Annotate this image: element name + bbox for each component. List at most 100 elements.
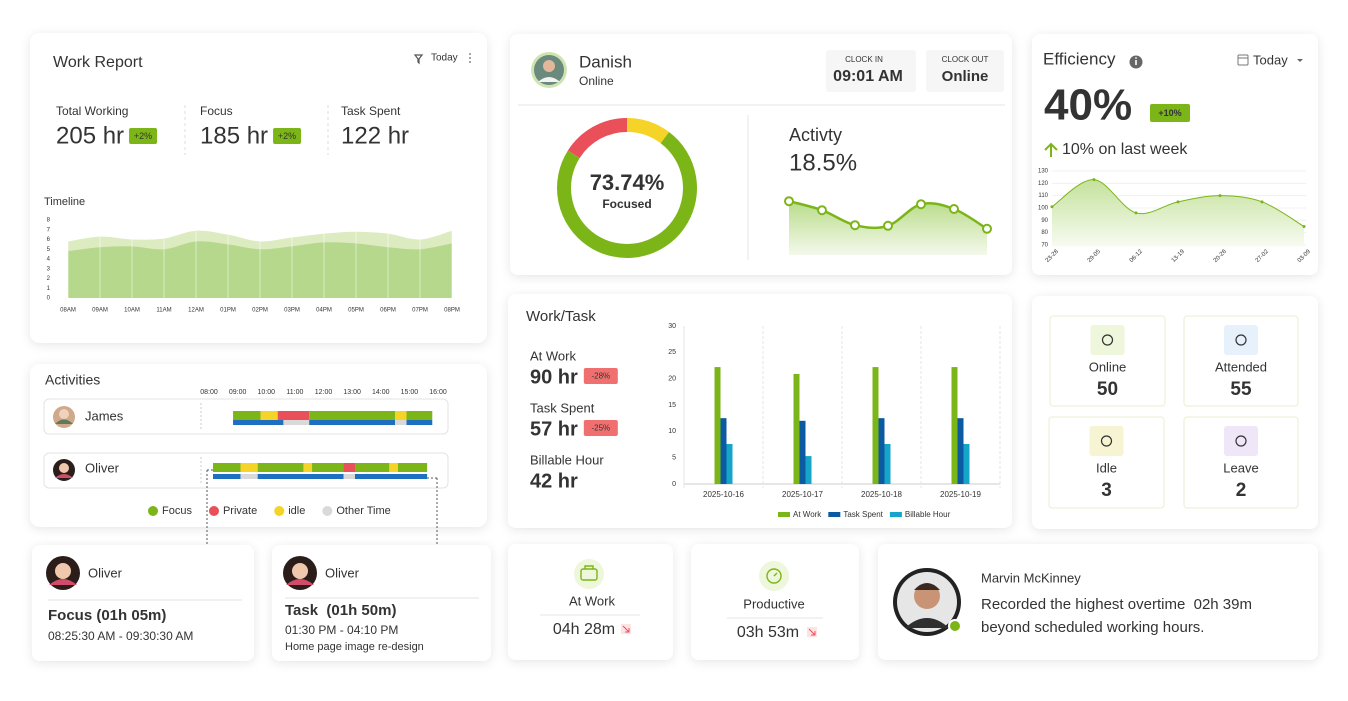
point — [817, 205, 827, 216]
x-tick-label: 15:00 — [401, 389, 419, 396]
avatar — [531, 52, 567, 88]
y-tick-label: 100 — [1038, 206, 1049, 212]
chevron[interactable] — [1297, 59, 1303, 62]
filter-label[interactable]: Today — [431, 53, 458, 64]
chart-title: Timeline — [44, 196, 85, 208]
briefcase-icon — [574, 559, 604, 589]
point — [784, 196, 794, 207]
stat-tile — [1049, 315, 1166, 407]
y-tick-label: 5 — [47, 247, 51, 253]
metric-label: At Work — [530, 348, 576, 363]
donut-segment — [626, 118, 670, 144]
bar — [805, 456, 812, 484]
info-icon[interactable] — [1129, 55, 1143, 69]
stat-label: Focus — [200, 104, 233, 118]
x-tick-label: 04PM — [316, 308, 332, 314]
legend-swatch — [208, 506, 219, 516]
card-title: At Work — [569, 593, 615, 608]
activity-segment — [343, 463, 355, 472]
card-title: Activities — [45, 372, 100, 388]
card-title: Efficiency — [1043, 49, 1116, 68]
donut-caption: Focused — [602, 197, 651, 211]
tile-icon-glyph — [1235, 334, 1247, 346]
legend-label: At Work — [793, 510, 822, 519]
x-tick-label: 12:00 — [315, 389, 333, 396]
activity-segment — [354, 463, 390, 472]
tooltip-card — [272, 545, 491, 661]
metric-label: Task Spent — [530, 400, 595, 415]
legend-swatch — [322, 506, 333, 516]
activity-segment — [389, 463, 398, 472]
tooltip-card — [32, 545, 254, 661]
stat-value: 185 hr — [200, 122, 268, 149]
badge-label: +10% — [1158, 108, 1181, 118]
stat-tile — [1183, 416, 1299, 509]
tile-icon — [1089, 426, 1124, 456]
x-tick-label: 01PM — [220, 308, 236, 314]
legend-swatch — [148, 506, 158, 516]
legend-label: Focus — [162, 505, 192, 517]
bar — [720, 418, 727, 484]
activity-segment — [395, 411, 407, 420]
y-tick-label: 6 — [47, 237, 51, 243]
point — [1134, 211, 1138, 215]
x-tick-label: 08PM — [444, 308, 460, 314]
card-title: Work/Task — [526, 308, 596, 325]
tile-icon — [1224, 426, 1258, 456]
person-name: Marvin McKinney — [981, 570, 1081, 585]
y-tick-label: 15 — [668, 402, 676, 409]
clock-box — [826, 50, 916, 92]
x-tick-label: 16:00 — [429, 389, 447, 396]
bar — [951, 367, 958, 484]
activity-segment — [397, 463, 428, 472]
legend-swatch — [828, 512, 841, 517]
point — [1050, 205, 1054, 209]
tile-icon-glyph — [1235, 435, 1247, 447]
activity-segment — [309, 411, 396, 420]
legend-label: Billable Hour — [905, 510, 951, 519]
legend-label: Other Time — [336, 505, 390, 517]
bar — [793, 373, 800, 484]
activity-segment — [240, 463, 258, 472]
y-tick-label: 30 — [668, 323, 676, 330]
activity-segment — [260, 411, 278, 420]
y-tick-label: 1 — [47, 286, 51, 292]
activity-segment — [312, 463, 344, 472]
clock-label: CLOCK OUT — [942, 55, 989, 64]
avatar — [46, 556, 80, 590]
x-tick-label: 2025-10-17 — [782, 490, 823, 499]
avatar — [53, 459, 75, 481]
y-tick-label: 5 — [672, 455, 676, 462]
strip-segment — [240, 474, 258, 479]
efficiency-value: 40% — [1044, 81, 1132, 130]
calendar-icon — [1237, 54, 1249, 66]
x-tick-label: 05PM — [348, 308, 364, 314]
stat-tile — [1183, 315, 1299, 407]
tile-label: Attended — [1215, 359, 1267, 374]
badge — [273, 128, 302, 144]
x-tick-label: 12AM — [188, 308, 204, 314]
highlight-text: beyond scheduled working hours. — [981, 619, 1204, 636]
metric-value: 57 hr — [530, 418, 578, 440]
badge-label: +2% — [278, 131, 296, 141]
y-tick-label: 25 — [668, 349, 676, 356]
x-tick-label: 09AM — [92, 308, 108, 314]
metric-label: Billable Hour — [530, 452, 604, 467]
point — [1218, 194, 1222, 198]
filter-label[interactable]: Today — [1253, 52, 1288, 67]
activity-segment — [213, 463, 241, 472]
point — [1092, 178, 1096, 182]
x-tick-label: 06PM — [380, 308, 396, 314]
y-tick-label: 7 — [47, 227, 51, 233]
strip-segment — [233, 420, 284, 425]
tooltip-time: 08:25:30 AM - 09:30:30 AM — [48, 629, 193, 643]
x-tick-label: 10AM — [124, 308, 140, 314]
clock-box — [926, 50, 1004, 92]
strip-segment — [395, 420, 407, 425]
point — [916, 199, 926, 210]
menu-icon[interactable] — [469, 53, 471, 63]
point — [850, 220, 860, 231]
tile-icon-glyph — [1100, 435, 1113, 447]
legend-label: Private — [223, 505, 257, 517]
y-tick-label: 90 — [1041, 218, 1048, 224]
